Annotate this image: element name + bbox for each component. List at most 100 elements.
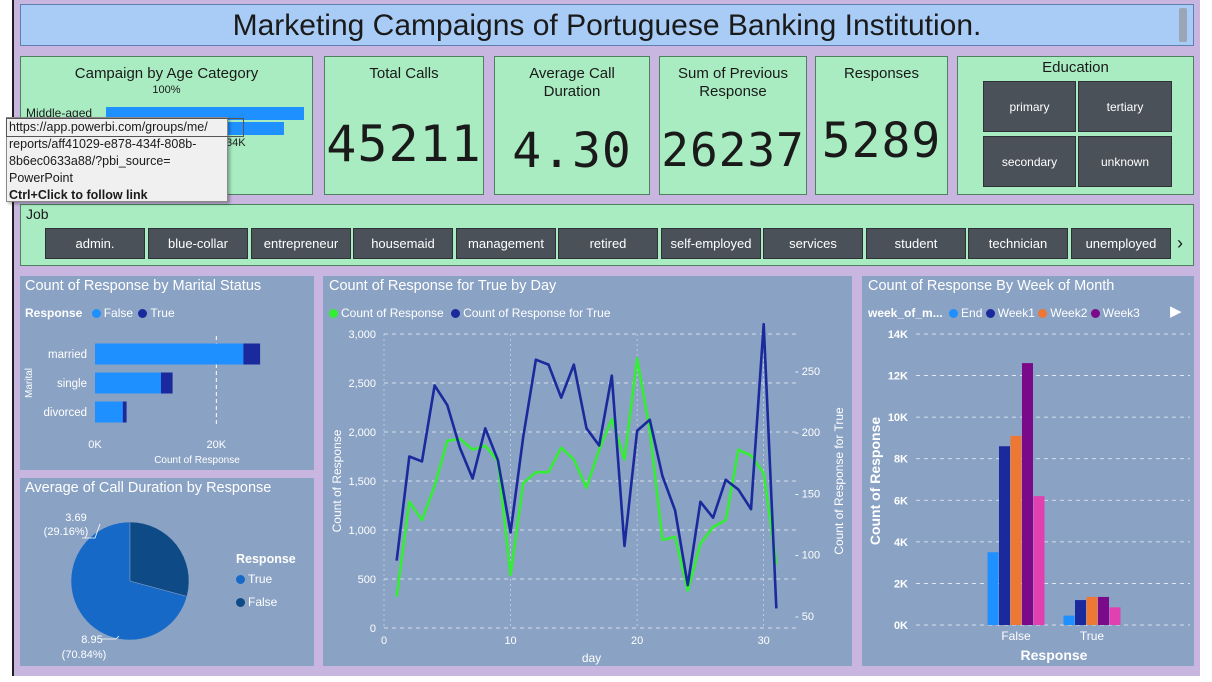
job-option-unemployed[interactable]: unemployed xyxy=(1071,228,1171,259)
y-tick-label: 10K xyxy=(888,412,908,424)
call-duration-pie-chart: 3.69 (29.16%) 8.95 (70.84%) xyxy=(44,512,190,661)
category-label: married xyxy=(48,349,87,361)
pie-chart-title: Average of Call Duration by Response xyxy=(25,480,272,496)
navy-dot-icon xyxy=(451,309,461,318)
total-calls-card: Total Calls 45211 xyxy=(324,56,484,195)
bar-false-divorced xyxy=(95,401,123,423)
week-of-month-panel: Count of Response By Week of Month week_… xyxy=(862,276,1194,666)
slice-value-label: 8.95 xyxy=(81,634,102,646)
job-title: Job xyxy=(26,206,49,222)
education-option-tertiary[interactable]: tertiary xyxy=(1078,81,1172,132)
pie-legend-item-false[interactable]: False xyxy=(236,595,277,609)
job-option-blue-collar[interactable]: blue-collar xyxy=(148,228,248,259)
y-tick-label: 1,500 xyxy=(348,476,376,488)
education-title: Education xyxy=(1042,59,1109,76)
bar-other-false xyxy=(1033,496,1045,625)
category-label: single xyxy=(57,378,87,390)
series-line-count-for-true xyxy=(395,322,778,609)
tooltip-hint: Ctrl+Click to follow link xyxy=(9,188,148,202)
job-option-self-employed[interactable]: self-employed xyxy=(661,228,761,259)
job-option-management[interactable]: management xyxy=(456,228,556,259)
y-tick-label: 12K xyxy=(888,371,908,383)
y-tick-label: 0 xyxy=(370,623,376,635)
legend-item-count-for-true[interactable]: Count of Response for True xyxy=(451,306,611,320)
line-legend: Count of Response Count of Response for … xyxy=(329,306,611,320)
bar-week1-false xyxy=(999,446,1010,625)
pie-legend-title: Response xyxy=(236,552,296,566)
chevron-right-icon[interactable]: › xyxy=(1177,233,1183,253)
job-option-services[interactable]: services xyxy=(763,228,863,259)
scrollbar-thumb[interactable] xyxy=(1179,8,1187,42)
marital-chart-title: Count of Response by Marital Status xyxy=(25,278,262,294)
age-bar[interactable] xyxy=(106,107,304,120)
x-axis-label: Response xyxy=(1021,647,1088,663)
job-option-retired[interactable]: retired xyxy=(558,228,658,259)
slice-value-label: 3.69 xyxy=(65,512,86,524)
y-tick-label: 2,500 xyxy=(348,378,376,390)
y-tick-label: 8K xyxy=(894,454,908,466)
age-card-title: Campaign by Age Category xyxy=(74,65,259,82)
leader-line xyxy=(82,523,101,539)
pie-slice-false xyxy=(129,521,190,597)
sum-prev-response-value: 26237 xyxy=(661,123,805,177)
bar-end-false xyxy=(987,552,999,625)
legend-item-count-of-response[interactable]: Count of Response xyxy=(329,306,444,320)
marital-bar-chart: married single divorced 0K 20K Count of Respo… xyxy=(24,336,261,466)
job-option-entrepreneur[interactable]: entrepreneur xyxy=(251,228,351,259)
bar-week2-true xyxy=(1086,596,1098,625)
y2-tick-label: - 250 xyxy=(795,366,820,378)
legend-item-week1[interactable]: Week1 xyxy=(985,306,1035,320)
education-option-secondary[interactable]: secondary xyxy=(983,136,1076,187)
y2-tick-label: - 200 xyxy=(795,427,820,439)
avg-call-duration-title: Average Call Duration xyxy=(529,65,615,100)
legend-item-false[interactable]: False xyxy=(91,306,133,320)
job-option-admin[interactable]: admin. xyxy=(45,228,145,259)
age-percent-label: 100% xyxy=(152,84,181,96)
y-tick-label: 1,000 xyxy=(348,525,376,537)
x-tick-label: 10 xyxy=(504,635,516,647)
x-tick-label: 30 xyxy=(758,635,770,647)
y-tick-label: 4K xyxy=(894,537,908,549)
line-chart-title: Count of Response for True by Day xyxy=(329,278,557,294)
job-option-student[interactable]: student xyxy=(866,228,966,259)
navy-dot-icon xyxy=(985,309,995,318)
y-tick-label: 500 xyxy=(358,574,376,586)
education-option-primary[interactable]: primary xyxy=(983,81,1076,132)
y-tick-label: 0K xyxy=(894,620,908,632)
sum-prev-response-title: Sum of Previous Response xyxy=(677,65,789,100)
y2-tick-label: - 100 xyxy=(795,550,820,562)
legend-item-week2[interactable]: Week2 xyxy=(1038,306,1087,320)
x-tick-label: False xyxy=(1001,629,1031,643)
marital-status-panel: Count of Response by Marital Status Resp… xyxy=(20,276,314,470)
responses-value: 5289 xyxy=(821,113,942,169)
slice-percent-label: (70.84%) xyxy=(62,649,107,661)
leader-line xyxy=(102,635,120,640)
pie-legend-item-true[interactable]: True xyxy=(236,572,272,586)
x-tick-label: 20K xyxy=(207,439,227,451)
slice-percent-label: (29.16%) xyxy=(44,526,89,538)
legend-item-end[interactable]: End xyxy=(949,306,982,320)
y-tick-label: 3,000 xyxy=(348,329,376,341)
true-dot-icon xyxy=(138,309,148,318)
sum-prev-response-card: Sum of Previous Response 26237 xyxy=(659,56,807,195)
education-option-unknown[interactable]: unknown xyxy=(1078,136,1172,187)
legend-item-true[interactable]: True xyxy=(138,306,175,320)
responses-card: Responses 5289 xyxy=(815,56,948,195)
marital-legend: Response False True xyxy=(25,306,175,320)
y2-tick-label: - 50 xyxy=(795,611,814,623)
legend-next-icon[interactable]: ▶ xyxy=(1170,303,1182,320)
link-tooltip: https://app.powerbi.com/groups/me/ repor… xyxy=(6,117,228,202)
title-banner: Marketing Campaigns of Portuguese Bankin… xyxy=(20,4,1194,46)
x-tick-label: 0 xyxy=(381,635,387,647)
bar-false-married xyxy=(95,343,244,365)
job-option-housemaid[interactable]: housemaid xyxy=(353,228,453,259)
bar-week1-true xyxy=(1075,600,1086,625)
x-axis-label: day xyxy=(582,651,601,665)
tooltip-url[interactable]: https://app.powerbi.com/groups/me/ repor… xyxy=(9,120,208,185)
job-option-technician[interactable]: technician xyxy=(968,228,1068,259)
legend-item-week3[interactable]: Week3 xyxy=(1090,306,1140,320)
response-by-day-panel: Count of Response for True by Day Count … xyxy=(323,276,852,666)
x-tick-label: 0K xyxy=(88,439,102,451)
bar-end-true xyxy=(1063,615,1075,625)
green-dot-icon xyxy=(329,309,338,318)
